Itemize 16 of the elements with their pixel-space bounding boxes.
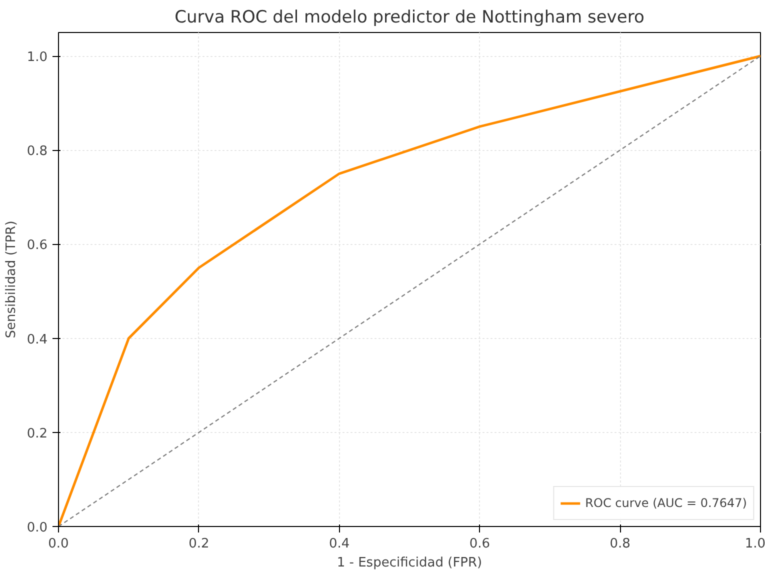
x-tick-label: 0.2 [188, 536, 210, 552]
y-tick-label: 0.0 [26, 520, 48, 536]
y-tick-label: 0.4 [26, 332, 48, 348]
chart-title: Curva ROC del modelo predictor de Nottingham severo [174, 8, 644, 28]
y-tick-label: 1.0 [26, 50, 48, 66]
y-tick-label: 0.8 [26, 144, 48, 160]
x-tick-label: 0.4 [328, 536, 350, 552]
y-axis-title: Sensibilidad (TPR) [4, 220, 19, 338]
x-tick-label: 1.0 [744, 536, 765, 552]
y-tick-label: 0.6 [26, 238, 48, 254]
y-tick-label: 0.2 [26, 426, 48, 442]
x-tick-label: 0.8 [610, 536, 630, 552]
x-tick-label: 0.6 [469, 536, 490, 552]
legend-label: ROC curve (AUC = 0.7647) [585, 496, 747, 510]
x-tick-label: 0.0 [48, 536, 69, 552]
x-axis-title: 1 - Especificidad (FPR) [336, 556, 482, 570]
